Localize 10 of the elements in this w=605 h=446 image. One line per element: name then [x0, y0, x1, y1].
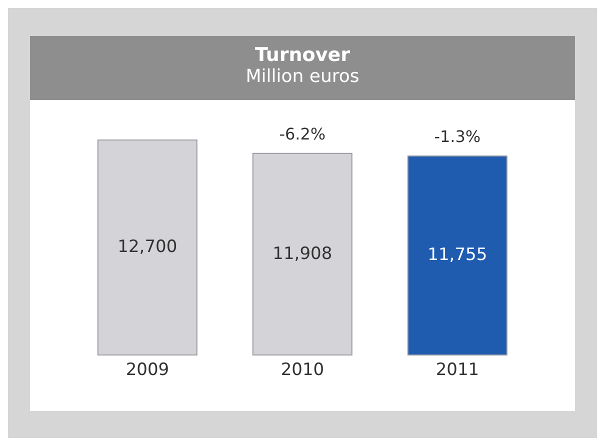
- x-tick-label: 2010: [280, 360, 324, 380]
- chart-title: Turnover: [254, 44, 351, 66]
- chart-subtitle: Million euros: [244, 66, 360, 87]
- data-label: 12,700: [118, 237, 178, 258]
- x-tick-label: 2011: [436, 360, 480, 380]
- data-label: 11,755: [428, 245, 488, 266]
- annotation: -1.3%: [434, 127, 481, 146]
- annotation: -6.2%: [279, 124, 326, 144]
- x-tick-label: 2009: [126, 360, 170, 380]
- data-label: 11,908: [272, 244, 332, 264]
